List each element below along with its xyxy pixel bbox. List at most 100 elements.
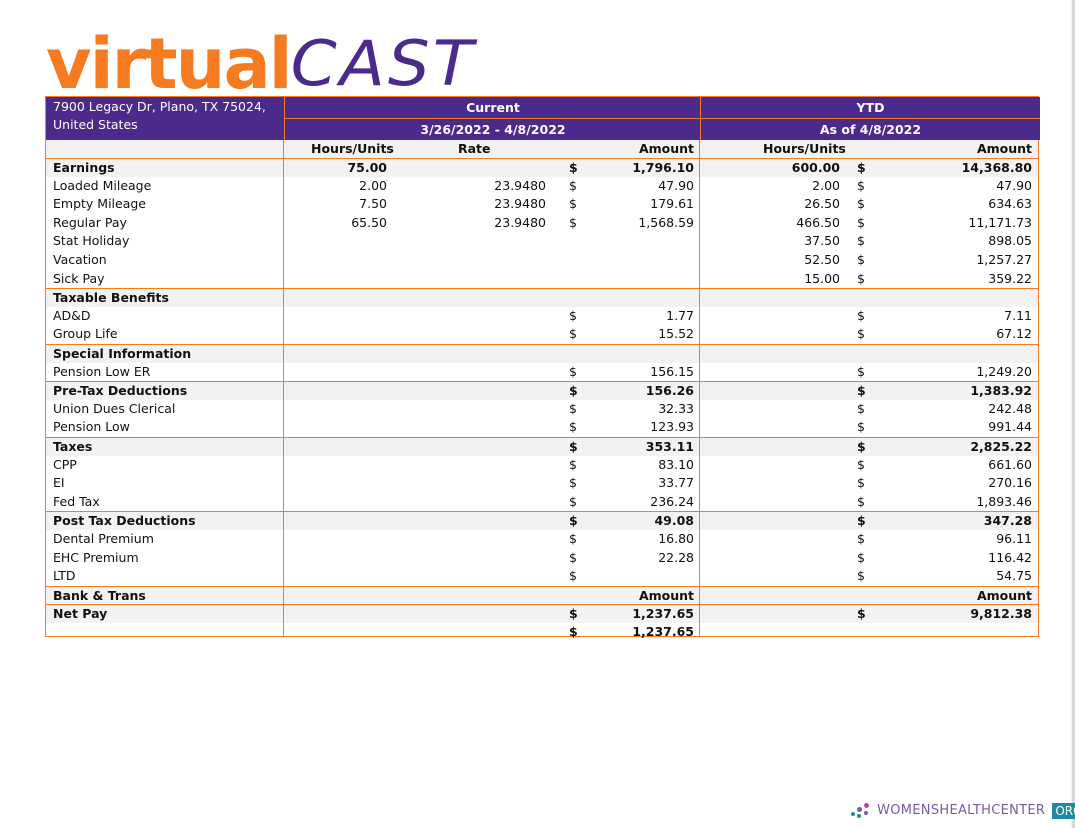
table-row: Stat Holiday 37.50 $898.05 <box>46 232 1038 250</box>
table-row: Taxable Benefits <box>46 288 1038 308</box>
page-edge <box>1072 0 1075 828</box>
row-current-amount: 83.10 <box>658 456 694 472</box>
row-current-amount: 49.08 <box>654 513 694 529</box>
page-edge-inner <box>1071 0 1072 828</box>
row-current-amount: 156.26 <box>645 383 694 399</box>
row-current-amount: 123.93 <box>650 419 694 435</box>
col-amount: Amount <box>638 141 694 156</box>
row-current-dollar: $ <box>569 196 577 212</box>
row-current-dollar: $ <box>569 177 577 193</box>
row-label: Pre-Tax Deductions <box>53 383 188 399</box>
table-row: Pension Low ER $156.15 $1,249.20 <box>46 363 1038 381</box>
row-label: AD&D <box>53 307 91 323</box>
row-label: CPP <box>53 456 77 472</box>
row-ytd-hours: 37.50 <box>804 233 840 249</box>
row-ytd-dollar: $ <box>857 307 865 323</box>
row-current-amount: 156.15 <box>650 363 694 379</box>
table-row: Loaded Mileage 2.00 23.9480 $47.90 2.00 $47.9… <box>46 177 1038 195</box>
row-label: Stat Holiday <box>53 233 130 249</box>
row-current-amount: 1,237.65 <box>632 624 694 639</box>
row-ytd-hours: 2.00 <box>812 177 840 193</box>
row-current-dollar: $ <box>569 326 577 342</box>
row-rate: 23.9480 <box>494 196 546 212</box>
row-ytd-dollar: $ <box>857 233 865 249</box>
row-current-amount: 47.90 <box>658 177 694 193</box>
row-ytd-dollar: $ <box>857 475 865 491</box>
logo-virtual-text: virtual <box>46 23 293 105</box>
row-hours: 75.00 <box>347 160 387 175</box>
row-current-amount: 22.28 <box>658 549 694 565</box>
row-label: EI <box>53 475 65 491</box>
row-ytd-amount: 661.60 <box>988 456 1032 472</box>
row-current-dollar: $ <box>569 568 577 584</box>
table-row: Regular Pay 65.50 23.9480 $1,568.59 466.50 $1… <box>46 214 1038 232</box>
row-ytd-dollar: $ <box>857 549 865 565</box>
footer-tld: ORG <box>1052 802 1075 819</box>
row-label: Taxes <box>53 439 93 454</box>
row-ytd-amount: 96.11 <box>996 531 1032 546</box>
row-label: Empty Mileage <box>53 196 146 212</box>
row-ytd-dollar: $ <box>857 252 865 267</box>
table-row: Dental Premium $16.80 $96.11 <box>46 530 1038 548</box>
row-ytd-dollar: $ <box>857 196 865 212</box>
row-current-dollar: $ <box>569 363 577 379</box>
row-ytd-amount: 1,257.27 <box>976 252 1032 267</box>
row-current-amount: 1,237.65 <box>632 606 694 622</box>
dots-icon <box>850 801 872 821</box>
row-current-dollar: $ <box>569 160 578 175</box>
table-row: Sick Pay 15.00 $359.22 <box>46 270 1038 288</box>
row-current-amount: 1,568.59 <box>638 214 694 230</box>
row-ytd-hours: 52.50 <box>804 252 840 267</box>
row-ytd-dollar: $ <box>857 160 866 175</box>
table-row: Bank & Trans Amount Amount <box>46 585 1038 605</box>
row-current-dollar: $ <box>569 439 578 454</box>
row-ytd-dollar: $ <box>857 270 865 286</box>
row-ytd-amount: 991.44 <box>988 419 1032 435</box>
row-ytd-dollar: $ <box>857 419 865 435</box>
divider-label <box>283 140 284 637</box>
row-ytd-dollar: $ <box>857 531 865 546</box>
row-label: Fed Tax <box>53 493 100 509</box>
row-label: LTD <box>53 568 76 584</box>
row-ytd-amount: 9,812.38 <box>970 606 1032 622</box>
row-ytd-amount: 2,825.22 <box>970 439 1032 454</box>
row-label: Special Information <box>53 346 192 361</box>
row-label: Bank & Trans <box>53 587 146 603</box>
row-ytd-amount: 116.42 <box>988 549 1032 565</box>
table-row: Group Life $15.52 $67.12 <box>46 325 1038 343</box>
row-current-dollar: $ <box>569 493 577 509</box>
table-row: Net Pay $1,237.65 $9,812.38 <box>46 604 1038 624</box>
table-row: Fed Tax $236.24 $1,893.46 <box>46 493 1038 511</box>
row-label: Vacation <box>53 252 107 267</box>
row-current-dollar: $ <box>569 531 577 546</box>
row-ytd-dollar: $ <box>857 513 866 529</box>
row-ytd-dollar: $ <box>857 177 865 193</box>
row-hours: 2.00 <box>359 177 387 193</box>
row-label: Loaded Mileage <box>53 177 152 193</box>
row-ytd-hours: 600.00 <box>791 160 840 175</box>
col-ytd-hours-units: Hours/Units <box>763 141 846 156</box>
row-current-dollar: $ <box>569 419 577 435</box>
row-label: Union Dues Clerical <box>53 400 176 416</box>
row-current-amount: 236.24 <box>650 493 694 509</box>
row-current-amount: 179.61 <box>650 196 694 212</box>
row-current-dollar: $ <box>569 549 577 565</box>
row-ytd-amount: 67.12 <box>996 326 1032 342</box>
row-ytd-dollar: $ <box>857 363 865 379</box>
footer-logo: WOMENSHEALTHCENTER ORG <box>850 800 1075 820</box>
row-current-dollar: $ <box>569 456 577 472</box>
row-current-dollar: $ <box>569 400 577 416</box>
company-logo: virtualCAST <box>46 28 476 100</box>
row-current-amount: 16.80 <box>658 531 694 546</box>
table-row: Empty Mileage 7.50 23.9480 $179.61 26.50 $634… <box>46 195 1038 213</box>
row-label: Pension Low ER <box>53 363 151 379</box>
row-current-amount: 32.33 <box>658 400 694 416</box>
ytd-header: YTD As of 4/8/2022 <box>700 97 1040 140</box>
row-ytd-dollar: $ <box>857 439 866 454</box>
table-row: Pre-Tax Deductions $156.26 $1,383.92 <box>46 381 1038 401</box>
ytd-period: As of 4/8/2022 <box>701 118 1040 140</box>
row-ytd-dollar: $ <box>857 456 865 472</box>
row-ytd-amount: 14,368.80 <box>961 160 1032 175</box>
row-current-dollar: $ <box>569 475 577 491</box>
row-hours: 7.50 <box>359 196 387 212</box>
